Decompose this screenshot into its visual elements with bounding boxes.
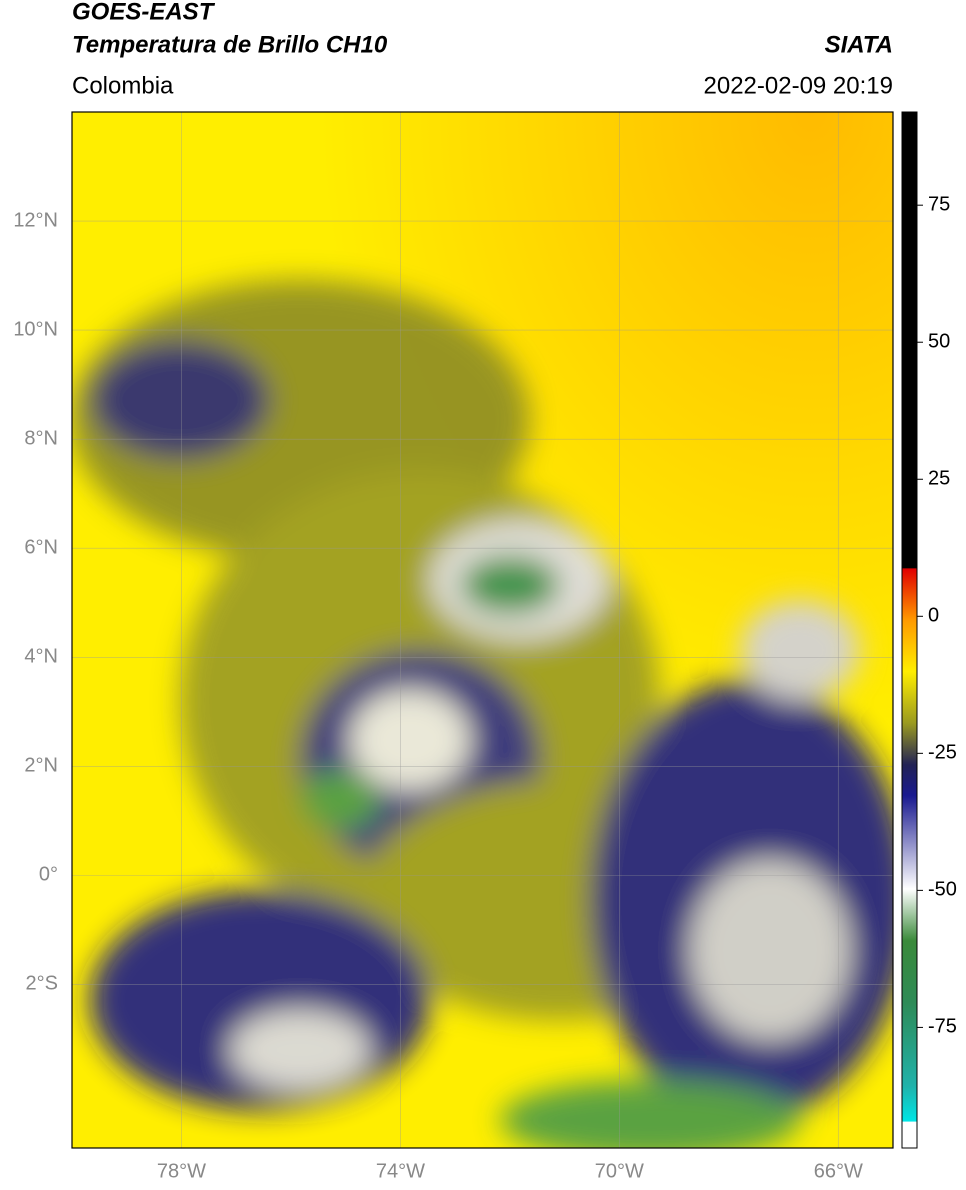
colorbar-tick-label: 75 <box>928 193 950 215</box>
colorbar-tick-label: 25 <box>928 468 950 490</box>
lon-tick-label: 78°W <box>157 1160 206 1182</box>
satellite: GOES-EAST <box>72 0 216 25</box>
lat-tick-label: 2°N <box>24 755 58 777</box>
lat-tick-label: 10°N <box>13 318 58 340</box>
colorbar-tick-label: -75 <box>928 1016 957 1038</box>
colorbar-tick-label: -25 <box>928 742 957 764</box>
lat-tick-label: 2°S <box>26 973 58 995</box>
lat-tick-label: 12°N <box>13 209 58 231</box>
lat-tick-label: 6°N <box>24 536 58 558</box>
colorbar-tick-label: -50 <box>928 879 957 901</box>
lon-tick-label: 66°W <box>814 1160 863 1182</box>
lat-tick-label: 8°N <box>24 427 58 449</box>
lat-tick-label: 4°N <box>24 646 58 668</box>
product: Temperatura de Brillo CH10 <box>72 31 388 58</box>
satellite-image <box>72 112 893 1148</box>
map-frame <box>71 111 894 1149</box>
datetime: 2022-02-09 20:19 <box>704 72 894 99</box>
region: Colombia <box>72 72 174 99</box>
source: SIATA <box>825 31 893 58</box>
colorbar-tick-label: 50 <box>928 331 950 353</box>
colorbar <box>901 111 918 1149</box>
lon-tick-label: 74°W <box>376 1160 425 1182</box>
lat-tick-label: 0° <box>39 864 58 886</box>
graticule <box>72 112 893 1148</box>
lon-tick-label: 70°W <box>595 1160 644 1182</box>
colorbar-tick-label: 0 <box>928 605 939 627</box>
